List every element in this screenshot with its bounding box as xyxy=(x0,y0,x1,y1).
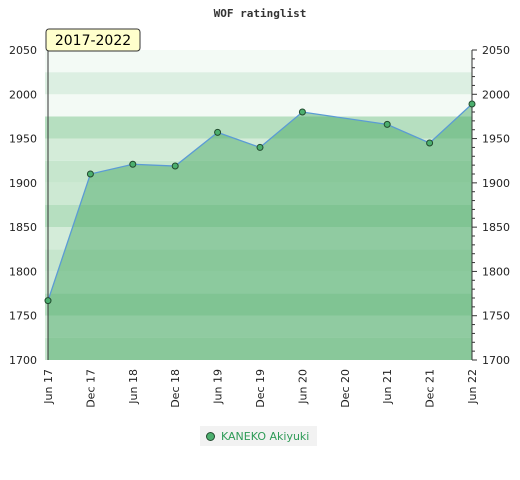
data-point xyxy=(383,120,391,128)
legend-label: KANEKO Akiyuki xyxy=(221,429,310,443)
grid-band xyxy=(45,293,472,316)
x-tick-label: Dec 21 xyxy=(424,369,437,408)
x-tick-label: Dec 18 xyxy=(169,369,182,408)
grid-band xyxy=(45,205,472,228)
y-tick-label-right: 2000 xyxy=(482,88,510,101)
data-point xyxy=(214,128,222,136)
grid-band xyxy=(45,249,472,272)
grid-band xyxy=(45,50,472,73)
y-tick-label-left: 2000 xyxy=(9,88,37,101)
x-tick-label: Dec 19 xyxy=(254,369,267,408)
y-tick-label-left: 1850 xyxy=(9,221,37,234)
x-tick-label: Dec 20 xyxy=(339,369,352,408)
area-layer xyxy=(47,103,473,361)
y-tick-label-right: 2050 xyxy=(482,44,510,57)
y-tick-label-right: 1950 xyxy=(482,133,510,146)
period-badge-text: 2017-2022 xyxy=(55,33,131,49)
data-point xyxy=(86,170,94,178)
x-tick-label: Dec 17 xyxy=(84,369,97,408)
grid-band xyxy=(45,227,472,250)
data-point xyxy=(171,162,179,170)
series-area xyxy=(48,104,472,361)
chart-title: WOF ratinglist xyxy=(214,7,307,20)
background-bands xyxy=(45,50,472,360)
y-tick-label-left: 1900 xyxy=(9,177,37,190)
grid-band xyxy=(45,116,472,139)
y-tick-label-left: 2050 xyxy=(9,44,37,57)
grid-band xyxy=(45,315,472,338)
y-tick-label-left: 1800 xyxy=(9,265,37,278)
series-line xyxy=(47,103,473,301)
x-tick-label: Jun 18 xyxy=(127,369,140,405)
x-tick-label: Jun 20 xyxy=(296,369,309,405)
y-tick-label-right: 1850 xyxy=(482,221,510,234)
grid-band xyxy=(45,72,472,95)
y-tick-label-left: 1750 xyxy=(9,310,37,323)
data-points xyxy=(44,100,476,305)
data-point xyxy=(44,297,52,305)
data-point xyxy=(256,143,264,151)
legend: KANEKO Akiyuki xyxy=(200,426,318,446)
grid-band xyxy=(45,182,472,205)
data-point xyxy=(426,139,434,147)
x-tick-label: Jun 17 xyxy=(42,369,55,405)
grid-band xyxy=(45,271,472,294)
y-tick-label-right: 1800 xyxy=(482,265,510,278)
y-tick-label-right: 1750 xyxy=(482,310,510,323)
x-tick-label: Jun 19 xyxy=(212,369,225,405)
data-point xyxy=(298,108,306,116)
grid-band xyxy=(45,94,472,117)
y-tick-label-right: 1900 xyxy=(482,177,510,190)
grid-band xyxy=(45,160,472,183)
period-badge: 2017-2022 xyxy=(45,28,141,52)
y-tick-label-left: 1950 xyxy=(9,133,37,146)
x-tick-labels: Jun 17 Dec 17 Jun 18 Dec 18 Jun 19 Dec 19 Jun … xyxy=(42,369,479,408)
grid-band xyxy=(45,337,472,360)
data-point xyxy=(468,100,476,108)
data-point xyxy=(129,160,137,168)
x-tick-label: Jun 21 xyxy=(381,369,394,405)
y-tick-label-left: 1700 xyxy=(9,354,37,367)
y-tick-labels: 1700 1700 1750 1750 1800 1800 1850 1850 1900 1900… xyxy=(9,44,510,367)
legend-marker-icon xyxy=(206,431,215,441)
y-tick-label-right: 1700 xyxy=(482,354,510,367)
x-tick-label: Jun 22 xyxy=(466,369,479,405)
